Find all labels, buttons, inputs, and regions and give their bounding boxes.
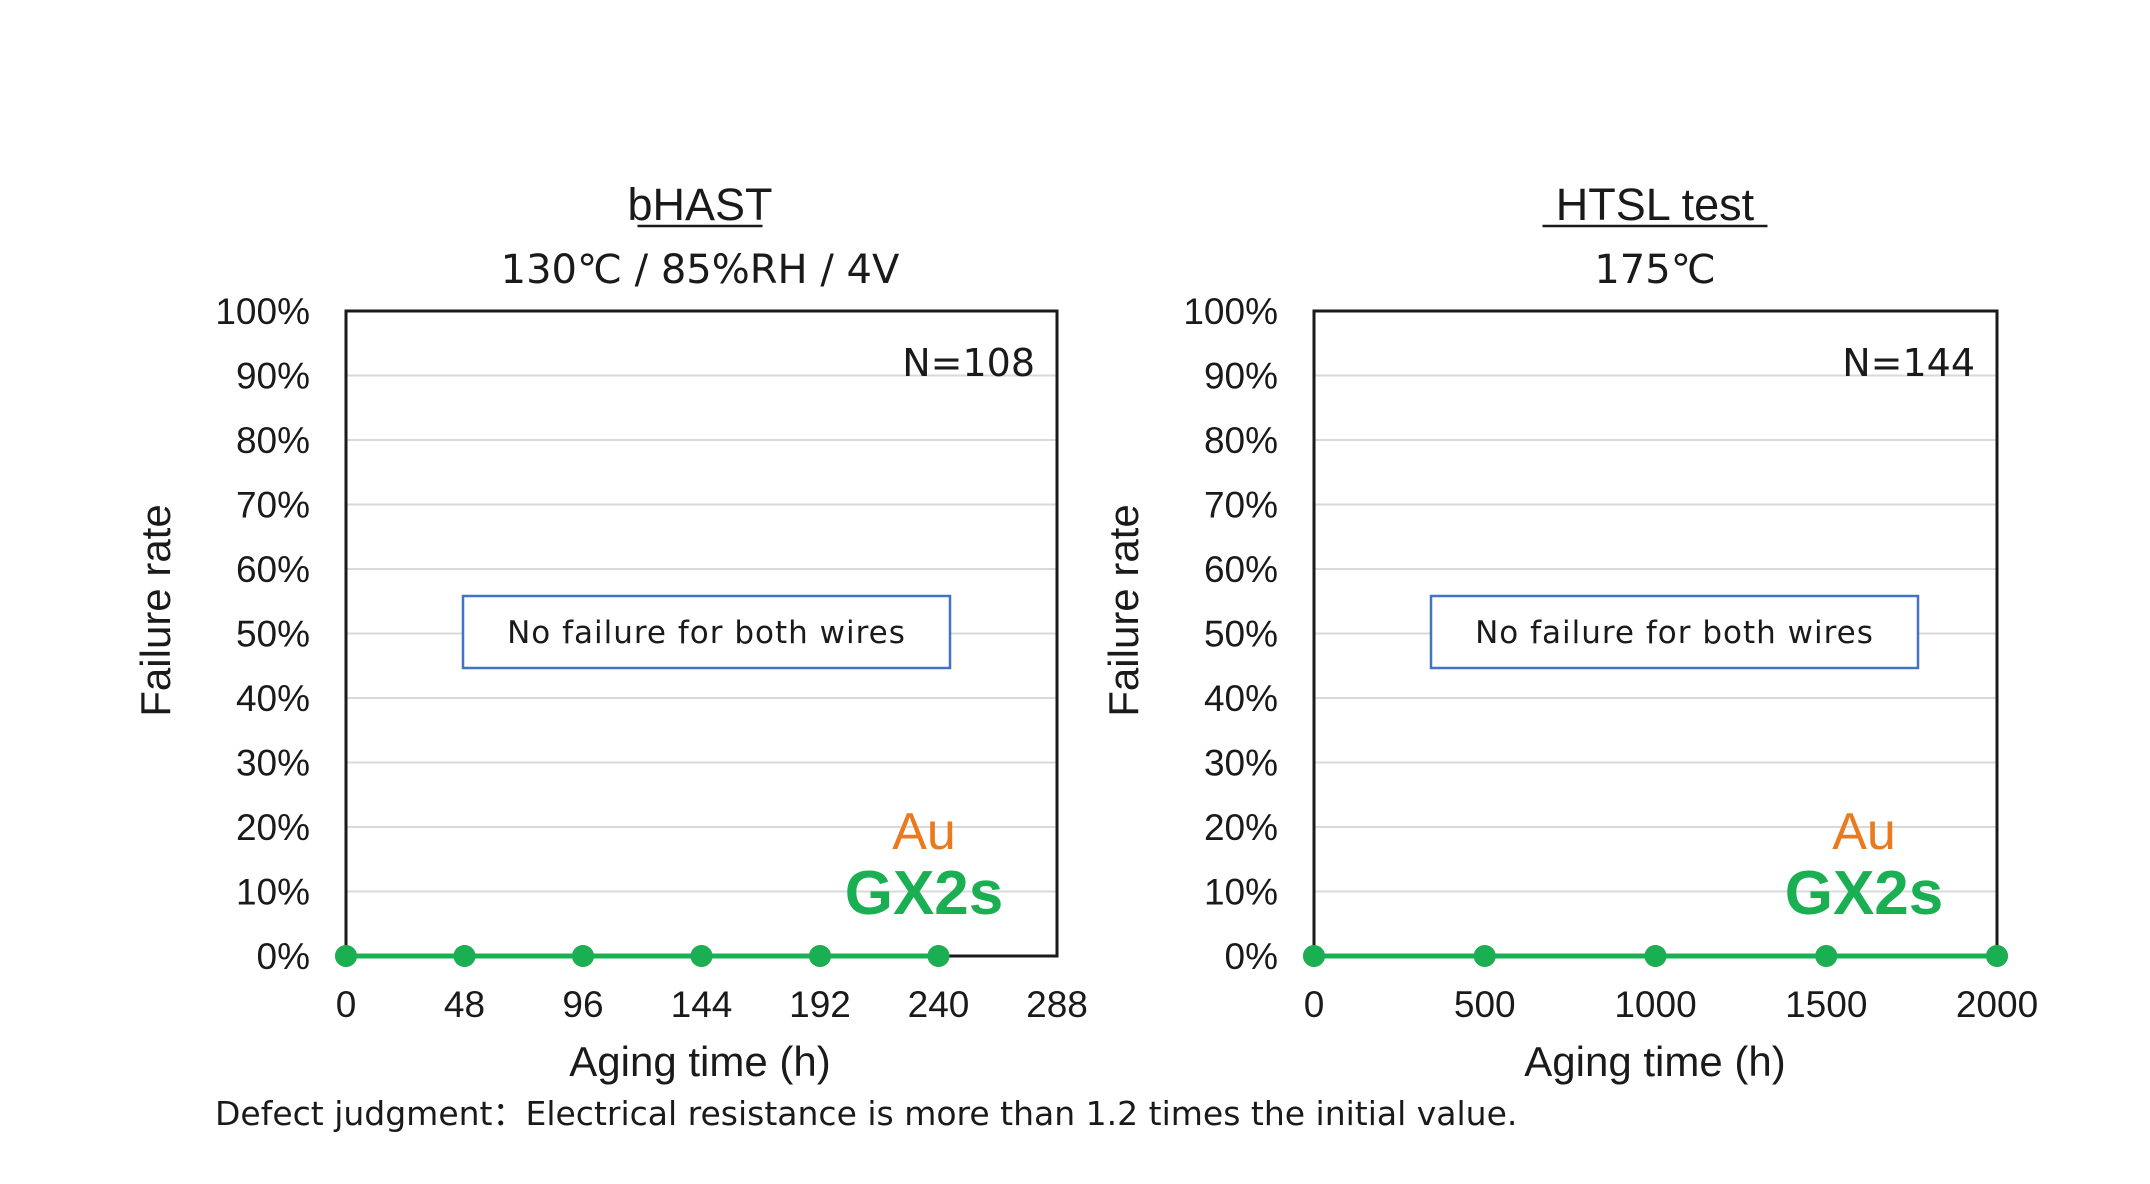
x-tick-label: 48 [444,984,485,1025]
data-point [690,945,713,967]
x-tick-label: 0 [336,984,357,1025]
data-point [927,945,950,967]
x-tick-label: 288 [1026,984,1088,1025]
y-tick-label: 20% [236,807,310,848]
data-point [572,945,594,967]
y-tick-label: 10% [1204,872,1278,913]
y-axis-label: Failure rate [1100,504,1147,716]
x-tick-label: 500 [1454,984,1516,1025]
annotation-text: No failure for both wires [507,615,906,651]
x-tick-label: 1000 [1614,984,1696,1025]
y-tick-label: 60% [1204,549,1278,590]
y-tick-label: 70% [236,485,310,526]
x-tick-label: 240 [908,984,970,1025]
chart-title: HTSL test [1556,179,1755,230]
series-gx2s [335,945,950,967]
data-point [809,945,831,967]
annotation-box [461,594,952,670]
x-tick-label: 2000 [1956,984,2038,1025]
y-tick-label: 70% [1204,485,1278,526]
y-tick-label: 100% [1183,291,1278,332]
x-tick-label: 144 [671,984,733,1025]
y-tick-label: 0% [1225,936,1278,977]
chart-panel-2: HTSL test 175℃ 0% 10% 20% 30% 40% 50% 60% 70% 80% 9… [1100,179,2038,1085]
y-tick-label: 30% [1204,743,1278,784]
data-point [1986,945,2008,967]
series-label-gx2s: GX2s [1785,859,1944,928]
y-tick-label: 10% [236,872,310,913]
y-tick-label: 40% [236,678,310,719]
sample-size-label: N=108 [902,341,1035,385]
x-tick-label: 96 [562,984,603,1025]
chart-title: bHAST [627,179,772,230]
y-tick-label: 80% [236,420,310,461]
annotation-text: No failure for both wires [1475,615,1874,651]
y-tick-label: 50% [1204,614,1278,655]
x-axis-label: Aging time (h) [569,1038,830,1085]
x-tick-label: 0 [1304,984,1325,1025]
annotation-box [1429,594,1920,670]
y-tick-label: 90% [1204,356,1278,397]
series-label-gx2s: GX2s [845,859,1004,928]
chart-panel-1: bHAST 130℃ / 85%RH / 4V 0% 10% 20% 30% 40% 50% 6… [132,179,1088,1085]
x-tick-label: 1500 [1785,984,1867,1025]
y-tick-label: 50% [236,614,310,655]
series-label-au: Au [1832,803,1896,861]
footnote: Defect judgment：Electrical resistance is… [215,1094,1517,1133]
y-tick-label: 90% [236,356,310,397]
series-label-au: Au [892,803,956,861]
chart-subtitle: 175℃ [1594,247,1715,293]
y-tick-label: 20% [1204,807,1278,848]
sample-size-label: N=144 [1842,341,1975,385]
y-tick-label: 30% [236,743,310,784]
x-tick-label: 192 [789,984,851,1025]
x-axis-label: Aging time (h) [1524,1038,1785,1085]
y-tick-label: 100% [215,291,310,332]
y-tick-label: 80% [1204,420,1278,461]
y-tick-label: 0% [257,936,310,977]
data-point [1815,945,1838,967]
data-point [1473,945,1496,967]
y-axis-label: Failure rate [132,504,179,716]
data-point [1303,945,1325,967]
data-point [1644,945,1667,967]
y-tick-label: 40% [1204,678,1278,719]
chart-subtitle: 130℃ / 85%RH / 4V [501,247,900,293]
y-tick-label: 60% [236,549,310,590]
data-point [335,945,357,967]
series-gx2s [1303,945,2008,967]
data-point [453,945,476,967]
